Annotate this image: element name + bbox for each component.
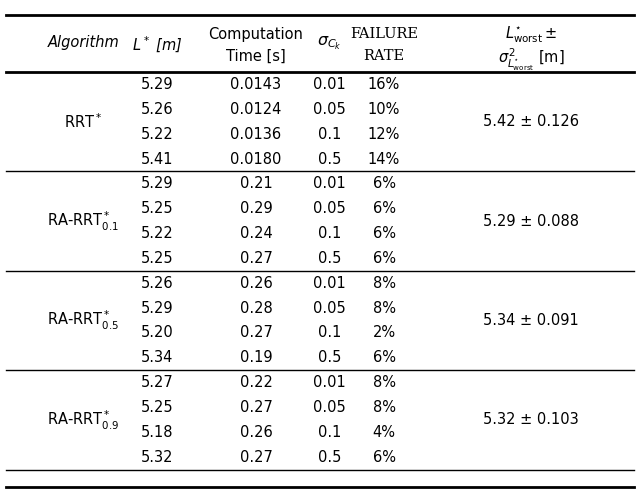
Text: 12%: 12% xyxy=(368,127,400,142)
Text: 0.05: 0.05 xyxy=(313,301,346,316)
Text: 6%: 6% xyxy=(372,176,396,191)
Text: 0.24: 0.24 xyxy=(239,226,273,241)
Text: 0.5: 0.5 xyxy=(318,350,341,365)
Text: 0.01: 0.01 xyxy=(313,276,346,291)
Text: 5.34: 5.34 xyxy=(141,350,173,365)
Text: RRT$^*$: RRT$^*$ xyxy=(64,112,102,131)
Text: 0.5: 0.5 xyxy=(318,251,341,266)
Text: Algorithm: Algorithm xyxy=(47,35,119,50)
Text: Computation: Computation xyxy=(209,27,303,42)
Text: 0.05: 0.05 xyxy=(313,400,346,415)
Text: 5.25: 5.25 xyxy=(141,400,173,415)
Text: 6%: 6% xyxy=(372,226,396,241)
Text: 5.42 ± 0.126: 5.42 ± 0.126 xyxy=(483,114,579,129)
Text: 5.26: 5.26 xyxy=(141,276,173,291)
Text: 0.05: 0.05 xyxy=(313,102,346,117)
Text: 5.29: 5.29 xyxy=(141,176,173,191)
Text: 5.25: 5.25 xyxy=(141,201,173,216)
Text: RA-RRT$^*_{0.5}$: RA-RRT$^*_{0.5}$ xyxy=(47,309,119,332)
Text: 0.26: 0.26 xyxy=(239,425,273,440)
Text: 0.5: 0.5 xyxy=(318,450,341,465)
Text: 0.1: 0.1 xyxy=(318,326,341,340)
Text: RA-RRT$^*_{0.9}$: RA-RRT$^*_{0.9}$ xyxy=(47,409,120,431)
Text: RATE: RATE xyxy=(364,49,404,63)
Text: 0.5: 0.5 xyxy=(318,152,341,166)
Text: 0.01: 0.01 xyxy=(313,77,346,92)
Text: 0.0136: 0.0136 xyxy=(230,127,282,142)
Text: 2%: 2% xyxy=(372,326,396,340)
Text: 8%: 8% xyxy=(372,375,396,390)
Text: 0.26: 0.26 xyxy=(239,276,273,291)
Text: 0.22: 0.22 xyxy=(239,375,273,390)
Text: 5.22: 5.22 xyxy=(140,127,173,142)
Text: 0.29: 0.29 xyxy=(239,201,273,216)
Text: 0.0180: 0.0180 xyxy=(230,152,282,166)
Text: 6%: 6% xyxy=(372,450,396,465)
Text: 5.29: 5.29 xyxy=(141,301,173,316)
Text: 5.29 ± 0.088: 5.29 ± 0.088 xyxy=(483,214,579,229)
Text: 5.27: 5.27 xyxy=(140,375,173,390)
Text: 5.32 ± 0.103: 5.32 ± 0.103 xyxy=(483,413,579,427)
Text: 0.27: 0.27 xyxy=(239,326,273,340)
Text: 6%: 6% xyxy=(372,251,396,266)
Text: 0.21: 0.21 xyxy=(239,176,273,191)
Text: $L^*$ [m]: $L^*$ [m] xyxy=(132,35,182,55)
Text: 0.0124: 0.0124 xyxy=(230,102,282,117)
Text: 5.26: 5.26 xyxy=(141,102,173,117)
Text: 0.1: 0.1 xyxy=(318,425,341,440)
Text: 0.27: 0.27 xyxy=(239,251,273,266)
Text: 0.28: 0.28 xyxy=(239,301,273,316)
Text: 6%: 6% xyxy=(372,201,396,216)
Text: 0.01: 0.01 xyxy=(313,176,346,191)
Text: 0.0143: 0.0143 xyxy=(230,77,282,92)
Text: 0.01: 0.01 xyxy=(313,375,346,390)
Text: 0.19: 0.19 xyxy=(240,350,272,365)
Text: 0.1: 0.1 xyxy=(318,226,341,241)
Text: 6%: 6% xyxy=(372,350,396,365)
Text: RA-RRT$^*_{0.1}$: RA-RRT$^*_{0.1}$ xyxy=(47,210,119,233)
Text: 10%: 10% xyxy=(368,102,400,117)
Text: 8%: 8% xyxy=(372,276,396,291)
Text: 5.34 ± 0.091: 5.34 ± 0.091 xyxy=(483,313,579,328)
Text: 0.1: 0.1 xyxy=(318,127,341,142)
Text: 8%: 8% xyxy=(372,301,396,316)
Text: 5.18: 5.18 xyxy=(141,425,173,440)
Text: $\sigma^2_{L^{\star}_{\mathrm{worst}}}\ [\mathrm{m}]$: $\sigma^2_{L^{\star}_{\mathrm{worst}}}\ … xyxy=(498,46,564,73)
Text: 5.29: 5.29 xyxy=(141,77,173,92)
Text: 0.27: 0.27 xyxy=(239,400,273,415)
Text: 0.05: 0.05 xyxy=(313,201,346,216)
Text: FAILURE: FAILURE xyxy=(350,27,418,41)
Text: 5.25: 5.25 xyxy=(141,251,173,266)
Text: 0.27: 0.27 xyxy=(239,450,273,465)
Text: 8%: 8% xyxy=(372,400,396,415)
Text: 16%: 16% xyxy=(368,77,400,92)
Text: 4%: 4% xyxy=(372,425,396,440)
Text: $\sigma_{C_k}$: $\sigma_{C_k}$ xyxy=(317,35,342,52)
Text: 5.41: 5.41 xyxy=(141,152,173,166)
Text: $L^{\star}_{\mathrm{worst}} \pm$: $L^{\star}_{\mathrm{worst}} \pm$ xyxy=(505,25,557,45)
Text: 14%: 14% xyxy=(368,152,400,166)
Text: 5.20: 5.20 xyxy=(140,326,173,340)
Text: 5.32: 5.32 xyxy=(141,450,173,465)
Text: 5.22: 5.22 xyxy=(140,226,173,241)
Text: Time [s]: Time [s] xyxy=(226,49,286,64)
